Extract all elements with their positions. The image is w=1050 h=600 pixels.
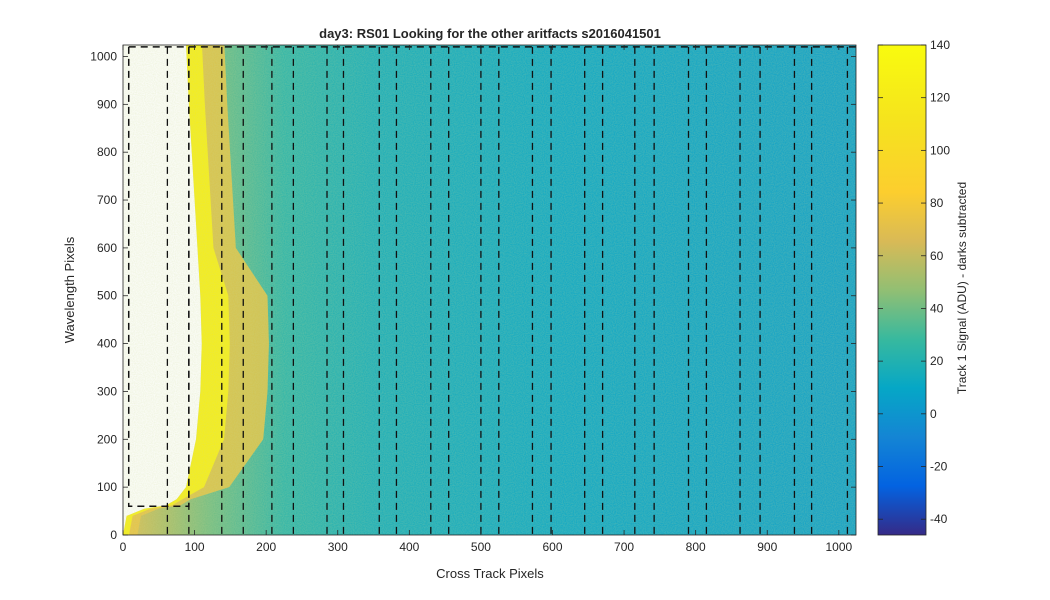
y-tick-label: 400 bbox=[97, 337, 117, 351]
y-tick-label: 200 bbox=[97, 432, 117, 446]
y-tick-label: 600 bbox=[97, 241, 117, 255]
colorbar-tick-label: 40 bbox=[930, 301, 944, 315]
colorbar-tick-label: 60 bbox=[930, 249, 944, 263]
y-tick-label: 500 bbox=[97, 289, 117, 303]
colorbar-tick-label: 0 bbox=[930, 407, 937, 421]
y-tick-label: 300 bbox=[97, 384, 117, 398]
colorbar-tick-label: -40 bbox=[930, 512, 948, 526]
colorbar-tick-label: 80 bbox=[930, 196, 944, 210]
x-tick-label: 300 bbox=[328, 540, 348, 554]
x-tick-label: 700 bbox=[614, 540, 634, 554]
y-tick-label: 700 bbox=[97, 193, 117, 207]
colorbar-tick-label: 20 bbox=[930, 354, 944, 368]
colorbar-tick-label: -20 bbox=[930, 460, 948, 474]
y-tick-label: 800 bbox=[97, 145, 117, 159]
x-tick-label: 0 bbox=[120, 540, 127, 554]
x-tick-label: 200 bbox=[256, 540, 276, 554]
dashed-lines-group bbox=[127, 46, 856, 535]
colorbar: -40 -20 0 20 40 60 80 100 120 140 bbox=[877, 38, 950, 536]
x-tick-label: 1000 bbox=[825, 540, 852, 554]
colorbar-label: Track 1 Signal (ADU) - darks subtracted bbox=[955, 182, 969, 394]
plot-area bbox=[122, 44, 857, 536]
noise-texture bbox=[123, 45, 856, 535]
colorbar-tick-label: 140 bbox=[930, 38, 950, 52]
x-tick-label: 900 bbox=[757, 540, 777, 554]
y-tick-label: 0 bbox=[110, 528, 117, 542]
x-tick-label: 500 bbox=[471, 540, 491, 554]
colorbar-ticks: -40 -20 0 20 40 60 80 100 120 140 bbox=[878, 38, 950, 526]
y-axis: 0 100 200 300 400 500 600 700 800 900 1000 bbox=[90, 49, 856, 542]
colorbar-tick-label: 100 bbox=[930, 143, 950, 157]
plot-frame bbox=[122, 44, 857, 536]
colorbar-frame bbox=[877, 44, 927, 536]
x-tick-label: 100 bbox=[185, 540, 205, 554]
chart-title: day3: RS01 Looking for the other aritfac… bbox=[319, 26, 661, 41]
x-tick-label: 400 bbox=[399, 540, 419, 554]
y-tick-label: 900 bbox=[97, 97, 117, 111]
y-tick-label: 100 bbox=[97, 480, 117, 494]
y-tick-label: 1000 bbox=[90, 49, 117, 63]
x-axis-label: Cross Track Pixels bbox=[436, 566, 544, 581]
colorbar-scale bbox=[878, 45, 926, 535]
y-axis-label: Wavelength Pixels bbox=[62, 236, 77, 343]
x-tick-label: 800 bbox=[686, 540, 706, 554]
x-tick-label: 600 bbox=[542, 540, 562, 554]
x-axis: 0 100 200 300 400 500 600 700 800 900 1000 bbox=[120, 45, 852, 554]
colorbar-tick-label: 120 bbox=[930, 91, 950, 105]
